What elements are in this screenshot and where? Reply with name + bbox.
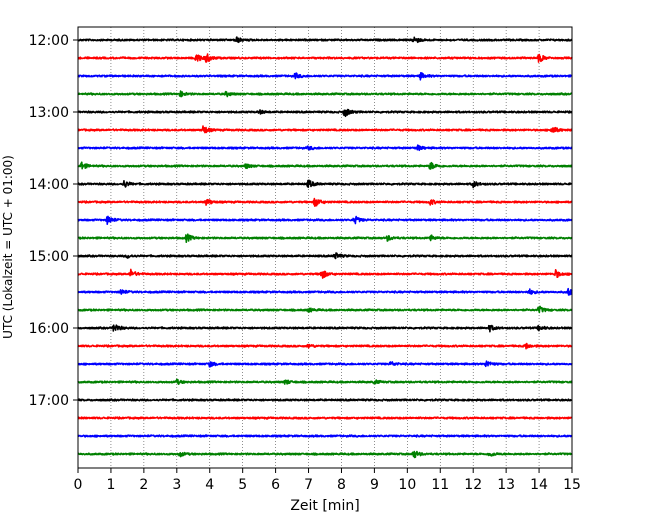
seismic-trace-1315 bbox=[77, 125, 573, 134]
y-tick-label: 16:00 bbox=[29, 321, 69, 337]
seismic-trace-1345 bbox=[77, 161, 573, 170]
x-tick-label: 7 bbox=[304, 477, 313, 493]
seismic-trace-1245 bbox=[77, 90, 573, 98]
seismic-trace-1515 bbox=[77, 268, 573, 279]
x-tick-label: 9 bbox=[370, 477, 379, 493]
seismic-trace-1400 bbox=[77, 179, 573, 189]
seismic-trace-1200 bbox=[77, 36, 573, 44]
x-axis-label: Zeit [min] bbox=[290, 498, 359, 514]
x-tick-label: 3 bbox=[172, 477, 181, 493]
x-tick-label: 0 bbox=[74, 477, 83, 493]
y-tick-label: 15:00 bbox=[29, 249, 69, 265]
x-tick-label: 14 bbox=[530, 477, 548, 493]
x-tick-label: 6 bbox=[271, 477, 280, 493]
plot-frame bbox=[77, 26, 573, 469]
seismic-trace-1600 bbox=[77, 324, 573, 333]
seismic-trace-1445 bbox=[77, 233, 573, 244]
y-tick-label: 12:00 bbox=[29, 33, 69, 49]
seismic-trace-1545 bbox=[77, 305, 573, 314]
seismic-trace-1645 bbox=[77, 378, 573, 385]
seismic-trace-1500 bbox=[77, 252, 573, 260]
y-tick-label: 14:00 bbox=[29, 177, 69, 193]
x-axis: 0 1 2 3 4 5 6 7 8 9 10 11 12 13 14 15 bbox=[74, 468, 581, 493]
seismic-trace-1230 bbox=[77, 71, 573, 81]
x-tick-label: 10 bbox=[398, 477, 416, 493]
x-tick-label: 4 bbox=[205, 477, 214, 493]
x-tick-label: 2 bbox=[139, 477, 148, 493]
seismic-trace-1415 bbox=[77, 197, 573, 207]
y-axis-label: UTC (Lokalzeit = UTC + 01:00) bbox=[1, 155, 15, 339]
y-tick-label: 13:00 bbox=[29, 105, 69, 121]
seismic-trace-1300 bbox=[77, 108, 573, 118]
x-tick-label: 11 bbox=[431, 477, 449, 493]
seismic-trace-1430 bbox=[77, 215, 573, 226]
x-tick-label: 5 bbox=[238, 477, 247, 493]
seismic-trace-1745 bbox=[77, 450, 573, 459]
trace-layer bbox=[77, 36, 573, 459]
seismic-trace-1530 bbox=[77, 287, 573, 296]
seismic-trace-1715 bbox=[77, 416, 573, 420]
x-tick-label: 1 bbox=[106, 477, 115, 493]
x-tick-label: 8 bbox=[337, 477, 346, 493]
seismic-trace-1630 bbox=[77, 360, 573, 368]
seismic-trace-1615 bbox=[77, 342, 573, 350]
y-tick-label: 17:00 bbox=[29, 393, 69, 409]
x-tick-label: 12 bbox=[464, 477, 482, 493]
x-tick-label: 13 bbox=[497, 477, 515, 493]
seismic-trace-1700 bbox=[77, 398, 573, 402]
y-axis: 12:00 13:00 14:00 15:00 16:00 17:00 bbox=[29, 33, 78, 409]
x-tick-label: 15 bbox=[563, 477, 581, 493]
seismic-trace-1215 bbox=[77, 53, 573, 63]
seismic-trace-1330 bbox=[77, 144, 573, 152]
seismic-trace-1730 bbox=[77, 434, 573, 438]
